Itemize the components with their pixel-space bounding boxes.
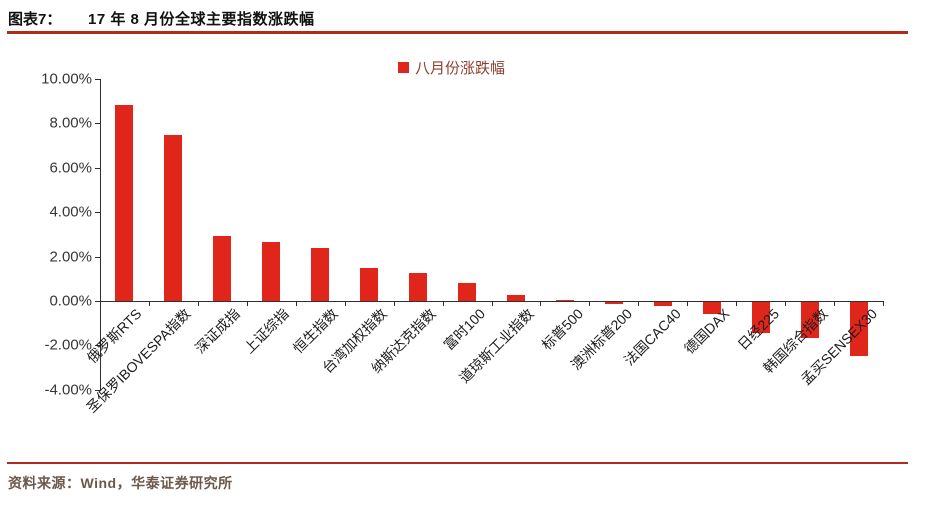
- bar: [850, 302, 868, 356]
- category-label-text: 上证综指: [240, 305, 292, 357]
- y-axis-tick-label: 4.00%: [49, 203, 92, 221]
- legend-marker-icon: [398, 62, 409, 73]
- x-axis-tick-mark: [834, 301, 835, 306]
- y-axis-tick-mark: [95, 345, 100, 346]
- x-axis: [100, 301, 883, 302]
- x-axis-tick-mark: [443, 301, 444, 306]
- y-axis: [100, 79, 101, 390]
- y-axis-tick-mark: [95, 168, 100, 169]
- x-axis-tick-mark: [492, 301, 493, 306]
- x-axis-tick-mark: [345, 301, 346, 306]
- bar: [115, 104, 133, 301]
- bar: [752, 302, 770, 334]
- y-axis-tick-mark: [95, 212, 100, 213]
- bar: [507, 295, 525, 301]
- y-axis-tick-label: 6.00%: [49, 159, 92, 177]
- bar: [311, 248, 329, 301]
- bar: [654, 302, 672, 306]
- category-label-text: 深证成指: [191, 305, 243, 357]
- bar: [703, 302, 721, 314]
- chart-plot: 10.00% 8.00% 6.00% 4.00% 2.00% 0.00% -2.00% -4.…: [41, 70, 884, 416]
- x-axis-tick-mark: [589, 301, 590, 306]
- bar: [801, 302, 819, 339]
- x-axis-tick-mark: [394, 301, 395, 306]
- x-axis-tick-mark: [296, 301, 297, 306]
- bar: [164, 135, 182, 301]
- y-axis-tick-label: 0.00%: [49, 292, 92, 310]
- x-axis-tick-mark: [149, 301, 150, 306]
- x-axis-tick-mark: [100, 301, 101, 306]
- x-axis-tick-mark: [638, 301, 639, 306]
- x-axis-tick-mark: [883, 301, 884, 306]
- y-axis-tick-label: 2.00%: [49, 248, 92, 266]
- y-axis-tick-mark: [95, 301, 100, 302]
- y-axis-tick-mark: [95, 257, 100, 258]
- source-text: 资料来源：Wind，华泰证券研究所: [8, 475, 233, 491]
- y-axis-tick-mark: [95, 390, 100, 391]
- y-axis-tick-mark: [95, 123, 100, 124]
- bar: [605, 302, 623, 305]
- legend-label: 八月份涨跌幅: [415, 60, 506, 77]
- x-axis-tick-mark: [540, 301, 541, 306]
- x-axis-tick-mark: [247, 301, 248, 306]
- figure-label: 图表7：: [8, 11, 62, 28]
- bar: [556, 299, 574, 301]
- x-axis-tick-mark: [687, 301, 688, 306]
- bar: [262, 241, 280, 301]
- bar: [213, 235, 231, 301]
- bar: [360, 268, 378, 301]
- title-divider: [7, 31, 908, 34]
- bar: [458, 283, 476, 301]
- x-axis-tick-mark: [736, 301, 737, 306]
- y-axis-tick-label: 10.00%: [41, 70, 92, 88]
- bar: [409, 272, 427, 301]
- figure-title: 17 年 8 月份全球主要指数涨跌幅: [88, 11, 315, 28]
- source-divider: [7, 462, 908, 464]
- y-axis-tick-label: -4.00%: [44, 381, 92, 399]
- y-axis-tick-label: -2.00%: [44, 336, 92, 354]
- x-axis-tick-mark: [785, 301, 786, 306]
- y-axis-tick-label: 8.00%: [49, 114, 92, 132]
- y-axis-tick-mark: [95, 79, 100, 80]
- chart-legend: 八月份涨跌幅: [398, 57, 505, 78]
- x-axis-tick-mark: [198, 301, 199, 306]
